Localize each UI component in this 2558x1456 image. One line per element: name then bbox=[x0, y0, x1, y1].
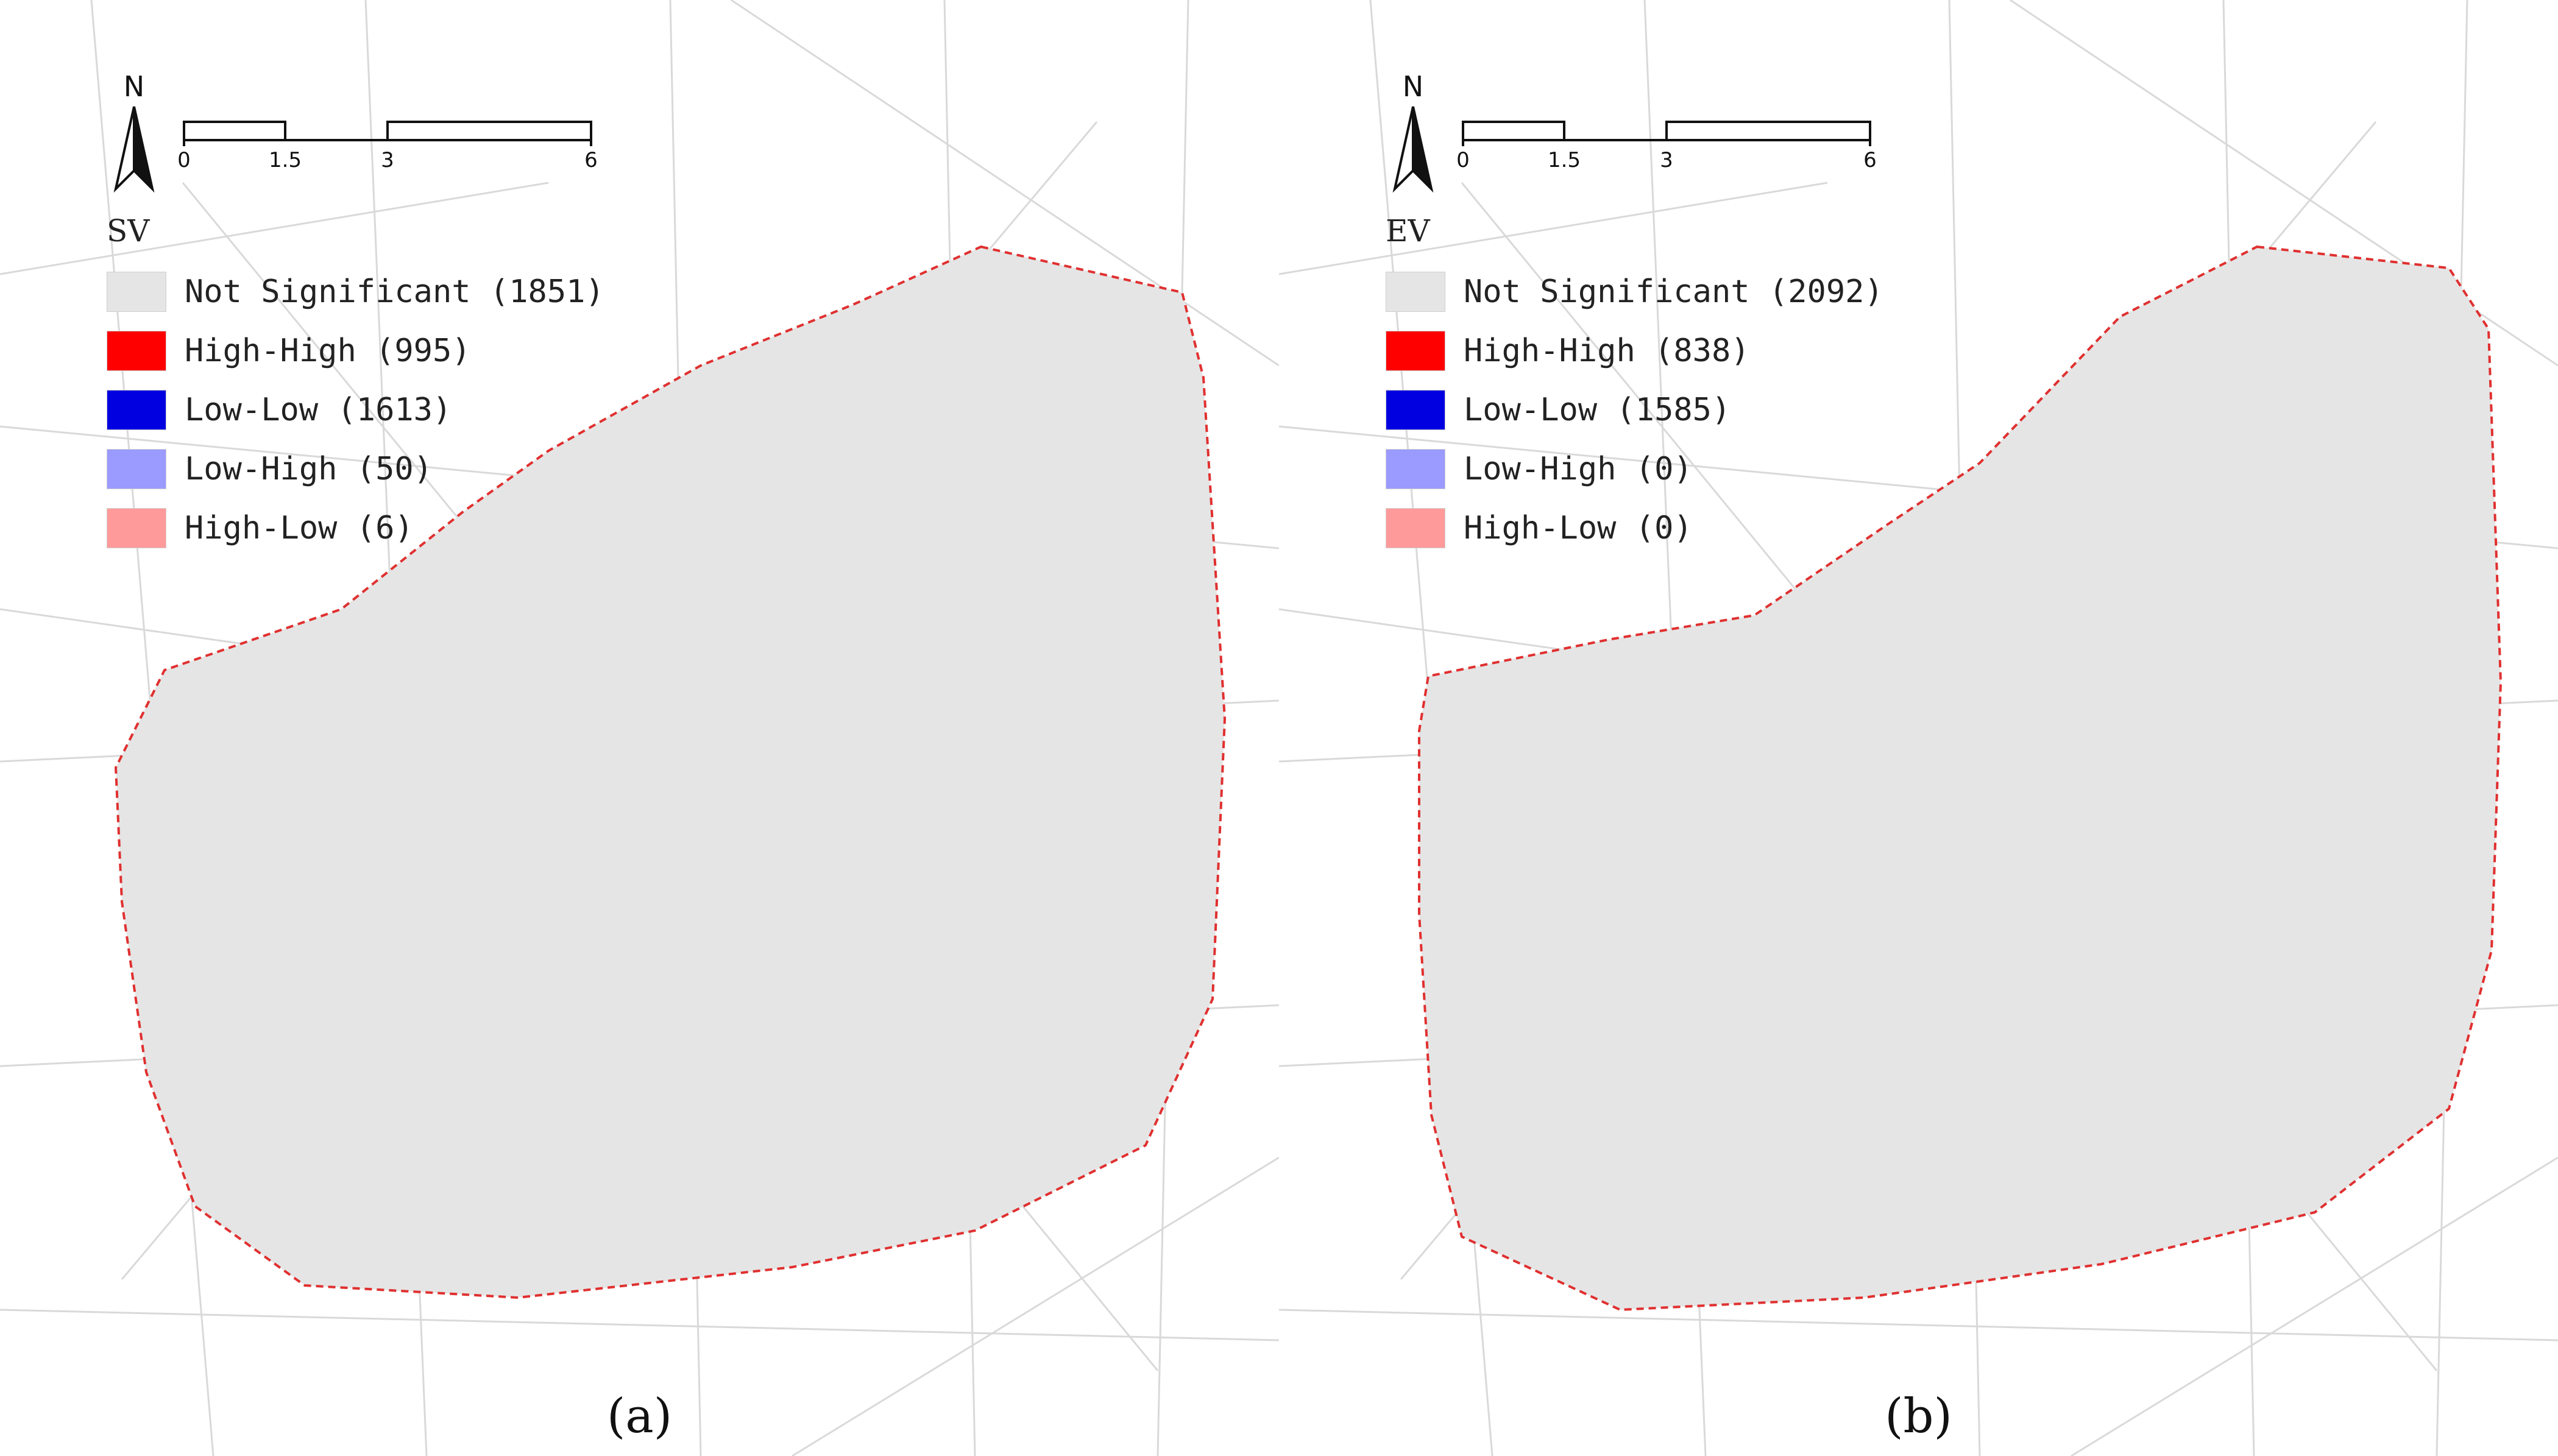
scale-tick-label: 0 bbox=[177, 148, 191, 172]
scale-bar: 0 1.5 3 6 bbox=[177, 119, 598, 174]
legend-swatch bbox=[107, 448, 166, 489]
lisa-map-sv bbox=[0, 0, 1279, 1456]
road-line bbox=[0, 1309, 1279, 1341]
road-line bbox=[0, 182, 549, 275]
scale-bar-graphic bbox=[1462, 121, 1871, 146]
map-legend: SV Not Significant (1851) High-High (995… bbox=[107, 213, 604, 557]
legend-label: High-High (838) bbox=[1464, 332, 1750, 369]
scale-tick-label: 0 bbox=[1456, 148, 1470, 172]
scale-bar-graphic bbox=[183, 121, 592, 146]
north-arrow: N bbox=[1386, 70, 1440, 198]
scale-tick-label: 3 bbox=[381, 148, 394, 172]
legend-swatch bbox=[1386, 271, 1445, 312]
road-line bbox=[2071, 1156, 2558, 1456]
lisa-map-ev bbox=[1279, 0, 2558, 1456]
legend-swatch bbox=[107, 507, 166, 548]
not-significant-area bbox=[116, 247, 1225, 1298]
legend-label: Low-High (0) bbox=[1464, 450, 1693, 487]
legend-item-not-significant: Not Significant (2092) bbox=[1386, 262, 1883, 321]
scale-bar: 0 1.5 3 6 bbox=[1456, 119, 1877, 174]
legend-swatch bbox=[1386, 389, 1445, 430]
scale-tick-label: 6 bbox=[584, 148, 598, 172]
study-area-boundary bbox=[1418, 245, 2503, 1312]
scale-tick-label: 6 bbox=[1863, 148, 1877, 172]
legend-label: Low-Low (1585) bbox=[1464, 391, 1731, 428]
legend-item-high-low: High-Low (6) bbox=[107, 498, 604, 557]
scale-tick-label: 3 bbox=[1660, 148, 1673, 172]
legend-label: High-Low (6) bbox=[185, 509, 414, 546]
north-arrow-icon bbox=[1392, 106, 1434, 193]
north-arrow: N bbox=[107, 70, 161, 198]
legend-label: Low-High (50) bbox=[185, 450, 433, 487]
map-panel-sv: N 0 1.5 3 6 SV Not Significant (1851) Hi… bbox=[0, 0, 1279, 1456]
not-significant-fill bbox=[1419, 247, 2501, 1310]
legend-label: High-Low (0) bbox=[1464, 509, 1693, 546]
scale-tick-label: 1.5 bbox=[1547, 148, 1581, 172]
legend-label: Not Significant (2092) bbox=[1464, 273, 1883, 310]
legend-title: SV bbox=[107, 213, 150, 249]
scale-tick-label: 1.5 bbox=[268, 148, 302, 172]
north-label: N bbox=[123, 70, 145, 103]
legend-item-low-high: Low-High (50) bbox=[107, 439, 604, 498]
legend-title: EV bbox=[1386, 213, 1430, 249]
legend-label: Not Significant (1851) bbox=[185, 273, 604, 310]
road-line bbox=[1279, 182, 1828, 275]
panel-caption: (a) bbox=[606, 1389, 673, 1444]
legend-swatch bbox=[107, 389, 166, 430]
legend-swatch bbox=[107, 271, 166, 312]
legend-swatch bbox=[107, 330, 166, 371]
legend-item-low-low: Low-Low (1585) bbox=[1386, 380, 1883, 439]
not-significant-fill bbox=[116, 247, 1225, 1298]
road-line bbox=[792, 1156, 1279, 1456]
map-panel-ev: N 0 1.5 3 6 EV Not Significant (2092) Hi… bbox=[1279, 0, 2558, 1456]
legend-swatch bbox=[1386, 448, 1445, 489]
legend-swatch bbox=[1386, 507, 1445, 548]
legend-item-high-low: High-Low (0) bbox=[1386, 498, 1883, 557]
legend-label: Low-Low (1613) bbox=[185, 391, 452, 428]
panel-caption: (b) bbox=[1885, 1389, 1952, 1444]
north-arrow-icon bbox=[113, 106, 155, 193]
north-label: N bbox=[1402, 70, 1424, 103]
road-line bbox=[1279, 1309, 2558, 1341]
legend-item-high-high: High-High (995) bbox=[107, 321, 604, 380]
road-line bbox=[731, 0, 1279, 367]
map-legend: EV Not Significant (2092) High-High (838… bbox=[1386, 213, 1883, 557]
legend-swatch bbox=[1386, 330, 1445, 371]
high-high-cluster bbox=[1907, 414, 1943, 451]
legend-label: High-High (995) bbox=[185, 332, 471, 369]
legend-item-not-significant: Not Significant (1851) bbox=[107, 262, 604, 321]
legend-item-low-high: Low-High (0) bbox=[1386, 439, 1883, 498]
study-area-boundary bbox=[114, 245, 1227, 1299]
legend-item-high-high: High-High (838) bbox=[1386, 321, 1883, 380]
not-significant-area bbox=[1419, 247, 2501, 1310]
legend-item-low-low: Low-Low (1613) bbox=[107, 380, 604, 439]
